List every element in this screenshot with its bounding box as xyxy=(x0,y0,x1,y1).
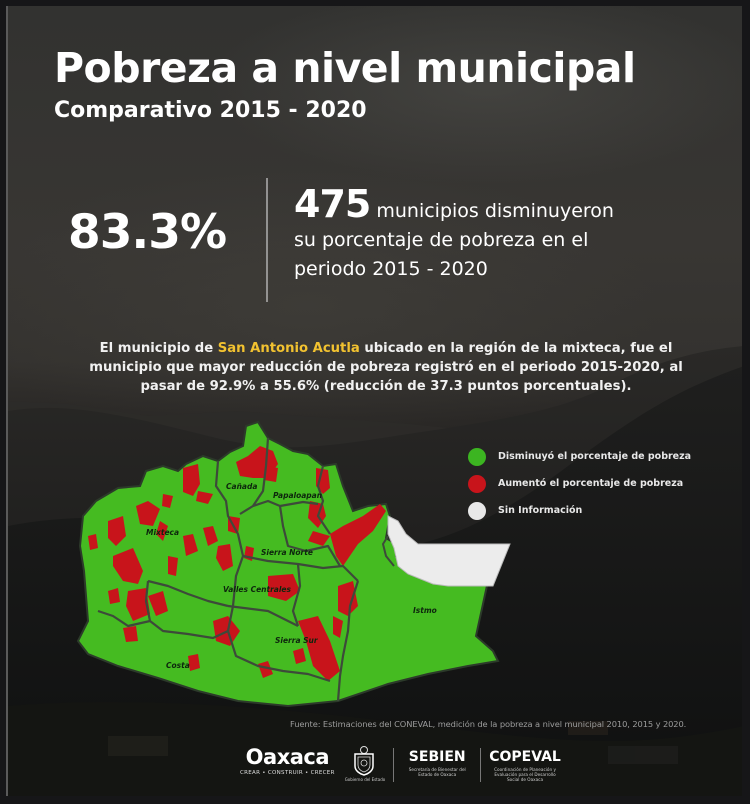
sebien-description: Secretaría de Bienestar del Estado de Oa… xyxy=(408,767,466,778)
shield-caption: Gobierno del Estado xyxy=(344,777,386,782)
municipality-count: 475 xyxy=(294,182,371,226)
stat-line-3: periodo 2015 - 2020 xyxy=(294,258,488,280)
footer-logos: Oaxaca CREAR • CONSTRUIR • CRECER Gobier… xyxy=(240,746,561,790)
coat-of-arms-icon xyxy=(354,746,374,776)
map-label-valles-centrales: Valles Centrales xyxy=(223,585,292,594)
state-shield-logo: Gobierno del Estado xyxy=(344,746,386,782)
legend-item-no-info: Sin Información xyxy=(468,497,691,524)
oaxaca-wordmark: Oaxaca xyxy=(245,745,330,769)
highlighted-municipality: San Antonio Acutla xyxy=(217,341,360,356)
white-dot-icon xyxy=(468,501,486,520)
copeval-logo: COPEVAL Coordinación de Planeación y Eva… xyxy=(489,746,561,783)
sebien-logo: SEBIEN Secretaría de Bienestar del Estad… xyxy=(402,746,472,777)
oaxaca-tagline: CREAR • CONSTRUIR • CRECER xyxy=(240,770,335,776)
oaxaca-logo: Oaxaca CREAR • CONSTRUIR • CRECER xyxy=(240,746,335,776)
stat-divider xyxy=(266,178,268,302)
copeval-description: Coordinación de Planeación y Evaluación … xyxy=(494,767,556,783)
stat-line-2: su porcentaje de pobreza en el xyxy=(294,229,589,251)
page-subtitle: Comparativo 2015 - 2020 xyxy=(54,98,367,123)
legend-label-decreased: Disminuyó el porcentaje de pobreza xyxy=(498,451,692,462)
percentage-stat: 83.3% xyxy=(68,205,227,260)
legend-item-increased: Aumentó el porcentaje de pobreza xyxy=(468,470,691,497)
infographic-poster: Pobreza a nivel municipal Comparativo 20… xyxy=(6,6,742,796)
map-label-sierra-sur: Sierra Sur xyxy=(275,636,319,645)
logo-separator xyxy=(480,748,482,782)
source-note: Fuente: Estimaciones del CONEVAL, medici… xyxy=(290,719,687,729)
increased-poverty-areas xyxy=(88,446,386,681)
paragraph-body: ubicado en la región de la mixteca, fue … xyxy=(89,341,683,394)
no-info-area xyxy=(387,515,511,587)
region-borders xyxy=(97,437,360,702)
map-label-costa: Costa xyxy=(166,661,190,670)
map-label-sierra-norte: Sierra Norte xyxy=(261,548,313,557)
map-legend: Disminuyó el porcentaje de pobreza Aumen… xyxy=(468,443,691,524)
map-label-istmo: Istmo xyxy=(413,606,437,615)
red-dot-icon xyxy=(468,474,486,493)
highlight-paragraph: El municipio de San Antonio Acutla ubica… xyxy=(88,339,684,396)
paragraph-prefix: El municipio de xyxy=(99,341,218,356)
copeval-name: COPEVAL xyxy=(489,749,561,765)
map-label-canada: Cañada xyxy=(226,482,257,491)
map-label-mixteca: Mixteca xyxy=(146,528,179,537)
count-suffix: municipios disminuyeron xyxy=(370,200,614,222)
oaxaca-poverty-map: Cañada Papaloapan Mixteca Sierra Norte V… xyxy=(76,420,511,708)
legend-label-increased: Aumentó el porcentaje de pobreza xyxy=(498,478,684,489)
legend-item-decreased: Disminuyó el porcentaje de pobreza xyxy=(468,443,691,470)
map-label-papaloapan: Papaloapan xyxy=(273,491,322,500)
green-dot-icon xyxy=(468,447,486,466)
municipality-count-stat: 475 municipios disminuyeron su porcentaj… xyxy=(294,185,694,284)
page-title: Pobreza a nivel municipal xyxy=(54,44,636,92)
sebien-name: SEBIEN xyxy=(408,749,466,765)
logo-separator xyxy=(393,748,395,782)
legend-label-no-info: Sin Información xyxy=(498,505,583,516)
